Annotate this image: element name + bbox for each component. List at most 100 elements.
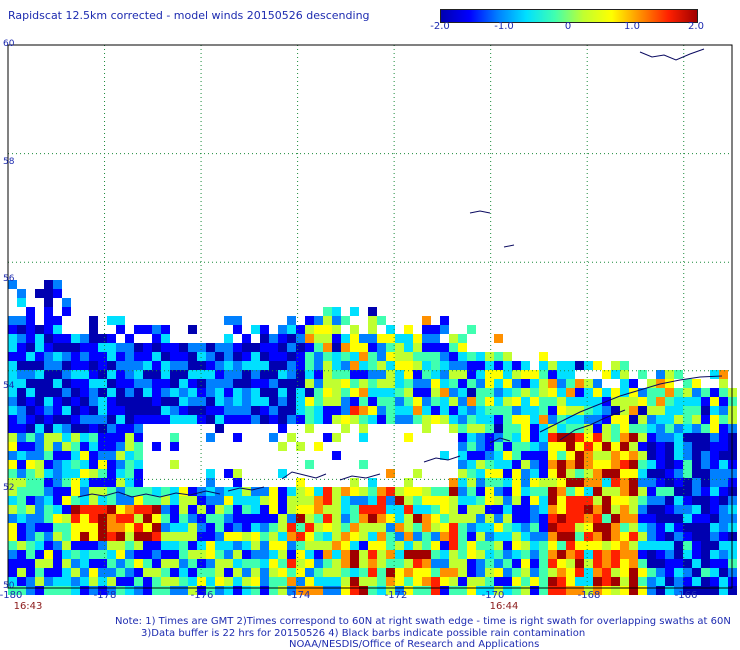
wind-cell xyxy=(44,424,53,433)
wind-cell xyxy=(80,532,89,541)
wind-cell xyxy=(332,352,341,361)
coastline-segment xyxy=(281,471,327,480)
wind-cell xyxy=(341,586,350,595)
wind-cell xyxy=(575,496,584,505)
wind-cell xyxy=(719,370,728,379)
wind-cell xyxy=(242,496,251,505)
wind-cell xyxy=(710,460,719,469)
wind-cell xyxy=(701,505,710,514)
wind-cell xyxy=(530,478,539,487)
wind-cell xyxy=(701,550,710,559)
wind-cell xyxy=(332,541,341,550)
wind-cell xyxy=(350,388,359,397)
wind-cell xyxy=(467,388,476,397)
coastline xyxy=(77,48,723,498)
wind-cell xyxy=(17,478,26,487)
wind-cell xyxy=(287,568,296,577)
wind-cell xyxy=(584,478,593,487)
wind-cell xyxy=(386,469,395,478)
wind-cell xyxy=(53,379,62,388)
wind-cell xyxy=(638,397,647,406)
wind-cell xyxy=(593,451,602,460)
wind-cell xyxy=(440,370,449,379)
wind-cell xyxy=(17,568,26,577)
wind-cell xyxy=(116,478,125,487)
wind-cell xyxy=(197,532,206,541)
wind-cell xyxy=(620,415,629,424)
wind-cell xyxy=(575,379,584,388)
wind-cell xyxy=(557,505,566,514)
wind-cell xyxy=(134,523,143,532)
wind-cell xyxy=(107,469,116,478)
wind-cell xyxy=(521,523,530,532)
wind-cell xyxy=(350,415,359,424)
wind-cell xyxy=(674,541,683,550)
wind-cell xyxy=(368,568,377,577)
wind-cell xyxy=(584,514,593,523)
wind-cell xyxy=(107,505,116,514)
wind-cell xyxy=(638,451,647,460)
lat-label-56: 56 xyxy=(3,274,15,284)
wind-cell xyxy=(314,388,323,397)
wind-cell xyxy=(539,568,548,577)
wind-cell xyxy=(422,532,431,541)
wind-cell xyxy=(125,424,134,433)
wind-cell xyxy=(476,577,485,586)
wind-cell xyxy=(548,469,557,478)
wind-cell xyxy=(377,577,386,586)
wind-cell xyxy=(260,505,269,514)
wind-cell xyxy=(656,532,665,541)
wind-cell xyxy=(89,523,98,532)
wind-cell xyxy=(584,496,593,505)
wind-cell xyxy=(548,514,557,523)
wind-cell xyxy=(323,406,332,415)
wind-cell xyxy=(521,361,530,370)
wind-cell xyxy=(494,334,503,343)
wind-cell xyxy=(62,451,71,460)
wind-cell xyxy=(467,541,476,550)
wind-cell xyxy=(656,541,665,550)
wind-cell xyxy=(476,496,485,505)
wind-cell xyxy=(44,406,53,415)
wind-cell xyxy=(449,550,458,559)
wind-cell xyxy=(8,541,17,550)
wind-cell xyxy=(404,514,413,523)
wind-cell xyxy=(35,406,44,415)
wind-cell xyxy=(8,424,17,433)
wind-cell xyxy=(260,550,269,559)
wind-cell xyxy=(404,343,413,352)
wind-cell xyxy=(35,289,44,298)
wind-cell xyxy=(656,550,665,559)
wind-cell xyxy=(314,487,323,496)
wind-cell xyxy=(602,442,611,451)
wind-cell xyxy=(449,514,458,523)
wind-cell xyxy=(485,451,494,460)
wind-cell xyxy=(719,577,728,586)
wind-cell xyxy=(260,568,269,577)
wind-cell xyxy=(233,361,242,370)
wind-cell xyxy=(17,586,26,595)
wind-cell xyxy=(476,406,485,415)
wind-cell xyxy=(503,487,512,496)
wind-cell xyxy=(116,541,125,550)
wind-cell xyxy=(242,541,251,550)
wind-cell xyxy=(161,532,170,541)
wind-cell xyxy=(521,397,530,406)
wind-cell xyxy=(170,568,179,577)
wind-cell xyxy=(395,415,404,424)
wind-cell xyxy=(269,352,278,361)
wind-cell xyxy=(683,514,692,523)
wind-cell xyxy=(377,586,386,595)
wind-cell xyxy=(116,505,125,514)
wind-cell xyxy=(503,559,512,568)
wind-cell xyxy=(134,577,143,586)
wind-cell xyxy=(512,460,521,469)
colorbar-tick-label: 1.0 xyxy=(624,21,640,32)
wind-cell xyxy=(602,424,611,433)
wind-cell xyxy=(188,568,197,577)
wind-cell xyxy=(611,397,620,406)
wind-cell xyxy=(215,406,224,415)
wind-cell xyxy=(539,496,548,505)
wind-cell xyxy=(17,325,26,334)
wind-cell xyxy=(8,397,17,406)
